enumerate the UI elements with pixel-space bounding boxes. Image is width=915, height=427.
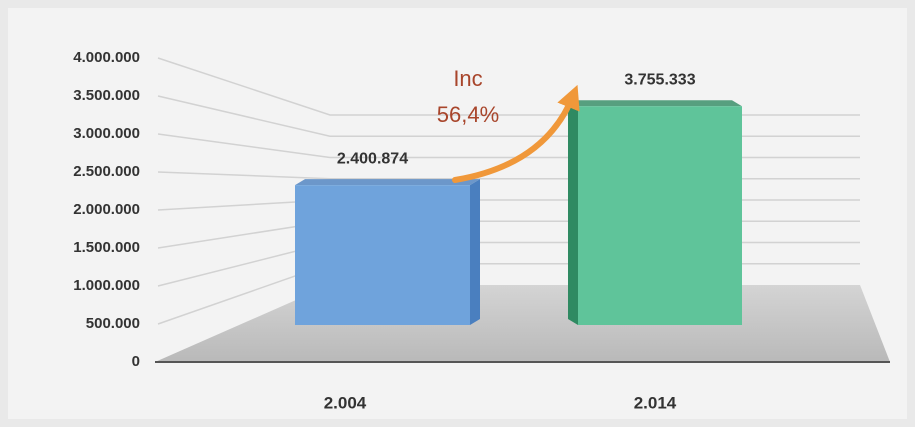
y-tick-label: 2.000.000 — [73, 201, 140, 218]
y-tick-label: 3.500.000 — [73, 87, 140, 104]
y-tick-label: 0 — [132, 353, 140, 370]
annotation-arrow — [452, 84, 580, 183]
bar — [578, 106, 742, 325]
bar-side — [568, 100, 578, 325]
data-label: 2.400.874 — [337, 150, 408, 167]
x-tick-label: 2.004 — [324, 393, 367, 412]
y-tick-label: 2.500.000 — [73, 163, 140, 180]
annotation: 56,4% — [437, 102, 499, 127]
bar — [295, 185, 470, 325]
y-tick-label: 500.000 — [86, 315, 140, 332]
bar-top — [295, 179, 480, 186]
y-tick-label: 1.000.000 — [73, 277, 140, 294]
y-tick-label: 3.000.000 — [73, 125, 140, 142]
y-tick-label: 4.000.000 — [73, 49, 140, 66]
x-tick-label: 2.014 — [634, 393, 677, 412]
annotation: Inc — [453, 66, 482, 91]
bar-top — [568, 100, 742, 107]
data-label: 3.755.333 — [624, 71, 695, 88]
y-tick-label: 1.500.000 — [73, 239, 140, 256]
bar-side — [470, 179, 480, 325]
